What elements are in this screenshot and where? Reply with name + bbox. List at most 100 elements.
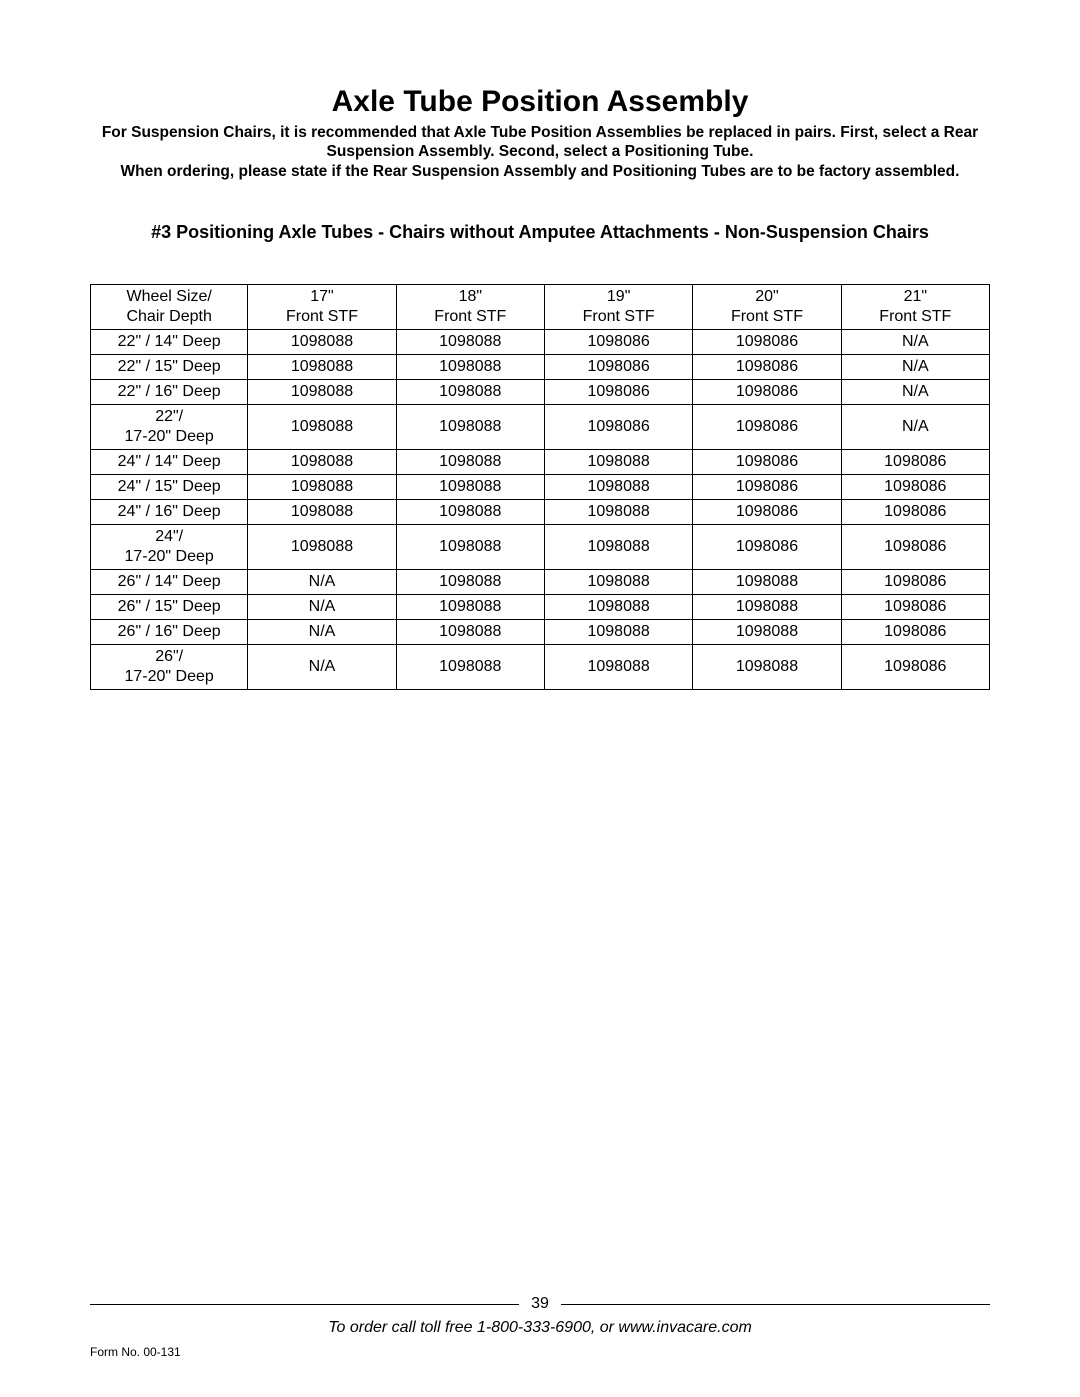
- row-label: 22"/17-20" Deep: [91, 404, 248, 449]
- table-cell: 1098088: [248, 354, 396, 379]
- table-cell: 1098086: [544, 329, 692, 354]
- table-cell: 1098088: [693, 569, 841, 594]
- footer-rule: 39: [90, 1295, 990, 1313]
- table-row: 22" / 14" Deep10980881098088109808610980…: [91, 329, 990, 354]
- table-cell: 1098086: [841, 499, 989, 524]
- footer-rule-right: [561, 1304, 990, 1305]
- table-cell: 1098088: [396, 644, 544, 689]
- col-header-label: Wheel Size/Chair Depth: [91, 284, 248, 329]
- row-label: 26" / 16" Deep: [91, 619, 248, 644]
- intro-text: For Suspension Chairs, it is recommended…: [90, 123, 990, 181]
- table-cell: N/A: [248, 644, 396, 689]
- page-title: Axle Tube Position Assembly: [90, 85, 990, 119]
- col-header: 20"Front STF: [693, 284, 841, 329]
- table-cell: 1098088: [396, 449, 544, 474]
- table-row: 26" / 15" DeepN/A10980881098088109808810…: [91, 594, 990, 619]
- table-cell: 1098086: [841, 474, 989, 499]
- order-line: To order call toll free 1-800-333-6900, …: [90, 1319, 990, 1337]
- table-row: 22"/17-20" Deep1098088109808810980861098…: [91, 404, 990, 449]
- table-header-row: Wheel Size/Chair Depth17"Front STF18"Fro…: [91, 284, 990, 329]
- table-row: 24" / 16" Deep10980881098088109808810980…: [91, 499, 990, 524]
- row-label: 24" / 15" Deep: [91, 474, 248, 499]
- row-label: 26" / 14" Deep: [91, 569, 248, 594]
- table-cell: 1098086: [841, 524, 989, 569]
- table-cell: 1098088: [544, 499, 692, 524]
- table-row: 24" / 15" Deep10980881098088109808810980…: [91, 474, 990, 499]
- col-header: 21"Front STF: [841, 284, 989, 329]
- table-cell: 1098086: [693, 499, 841, 524]
- table-cell: 1098088: [544, 594, 692, 619]
- table-cell: 1098086: [693, 329, 841, 354]
- table-row: 26"/17-20" DeepN/A1098088109808810980881…: [91, 644, 990, 689]
- table-cell: 1098088: [544, 524, 692, 569]
- table-row: 24" / 14" Deep10980881098088109808810980…: [91, 449, 990, 474]
- row-label: 22" / 15" Deep: [91, 354, 248, 379]
- table-cell: 1098086: [841, 619, 989, 644]
- table-cell: 1098086: [693, 449, 841, 474]
- table-cell: 1098088: [396, 619, 544, 644]
- col-header: 17"Front STF: [248, 284, 396, 329]
- page: Axle Tube Position Assembly For Suspensi…: [0, 0, 1080, 1397]
- table-cell: 1098088: [396, 474, 544, 499]
- table-cell: 1098086: [693, 354, 841, 379]
- row-label: 22" / 14" Deep: [91, 329, 248, 354]
- col-header: 19"Front STF: [544, 284, 692, 329]
- table-row: 26" / 16" DeepN/A10980881098088109808810…: [91, 619, 990, 644]
- table-cell: N/A: [841, 354, 989, 379]
- table-cell: 1098088: [248, 474, 396, 499]
- table-cell: 1098088: [248, 449, 396, 474]
- table-cell: 1098086: [544, 354, 692, 379]
- table-cell: 1098088: [396, 404, 544, 449]
- table-cell: 1098088: [248, 499, 396, 524]
- table-cell: 1098088: [396, 329, 544, 354]
- footer-rule-left: [90, 1304, 519, 1305]
- table-cell: 1098088: [396, 499, 544, 524]
- table-cell: 1098088: [544, 644, 692, 689]
- table-cell: 1098088: [248, 524, 396, 569]
- table-cell: 1098086: [693, 404, 841, 449]
- table-row: 22" / 16" Deep10980881098088109808610980…: [91, 379, 990, 404]
- table-cell: 1098086: [544, 379, 692, 404]
- table-cell: 1098088: [396, 354, 544, 379]
- row-label: 26" / 15" Deep: [91, 594, 248, 619]
- table-cell: 1098086: [693, 474, 841, 499]
- table-cell: N/A: [248, 594, 396, 619]
- table-cell: 1098088: [544, 449, 692, 474]
- table-row: 22" / 15" Deep10980881098088109808610980…: [91, 354, 990, 379]
- table-cell: 1098086: [841, 449, 989, 474]
- table-cell: 1098088: [396, 594, 544, 619]
- table-cell: 1098088: [544, 474, 692, 499]
- table-cell: 1098086: [544, 404, 692, 449]
- parts-table: Wheel Size/Chair Depth17"Front STF18"Fro…: [90, 284, 990, 690]
- table-row: 24"/17-20" Deep1098088109808810980881098…: [91, 524, 990, 569]
- table-cell: 1098088: [396, 379, 544, 404]
- table-cell: 1098088: [248, 404, 396, 449]
- table-cell: 1098088: [544, 619, 692, 644]
- table-cell: 1098086: [841, 594, 989, 619]
- col-header: 18"Front STF: [396, 284, 544, 329]
- row-label: 24"/17-20" Deep: [91, 524, 248, 569]
- table-cell: 1098086: [841, 644, 989, 689]
- page-number: 39: [531, 1295, 549, 1313]
- table-cell: 1098086: [693, 524, 841, 569]
- table-cell: N/A: [248, 569, 396, 594]
- table-cell: 1098088: [248, 379, 396, 404]
- page-footer: 39 Form No. 00-131 To order call toll fr…: [90, 1295, 990, 1337]
- row-label: 26"/17-20" Deep: [91, 644, 248, 689]
- table-cell: N/A: [841, 404, 989, 449]
- section-heading: #3 Positioning Axle Tubes - Chairs witho…: [90, 221, 990, 244]
- table-cell: 1098088: [693, 594, 841, 619]
- table-cell: 1098086: [841, 569, 989, 594]
- table-cell: 1098088: [396, 524, 544, 569]
- table-cell: N/A: [841, 329, 989, 354]
- table-row: 26" / 14" DeepN/A10980881098088109808810…: [91, 569, 990, 594]
- table-cell: 1098088: [396, 569, 544, 594]
- row-label: 24" / 14" Deep: [91, 449, 248, 474]
- table-cell: 1098088: [544, 569, 692, 594]
- row-label: 22" / 16" Deep: [91, 379, 248, 404]
- form-number: Form No. 00-131: [90, 1345, 181, 1359]
- table-cell: 1098088: [693, 644, 841, 689]
- table-cell: N/A: [248, 619, 396, 644]
- intro-line-2: When ordering, please state if the Rear …: [121, 163, 960, 180]
- row-label: 24" / 16" Deep: [91, 499, 248, 524]
